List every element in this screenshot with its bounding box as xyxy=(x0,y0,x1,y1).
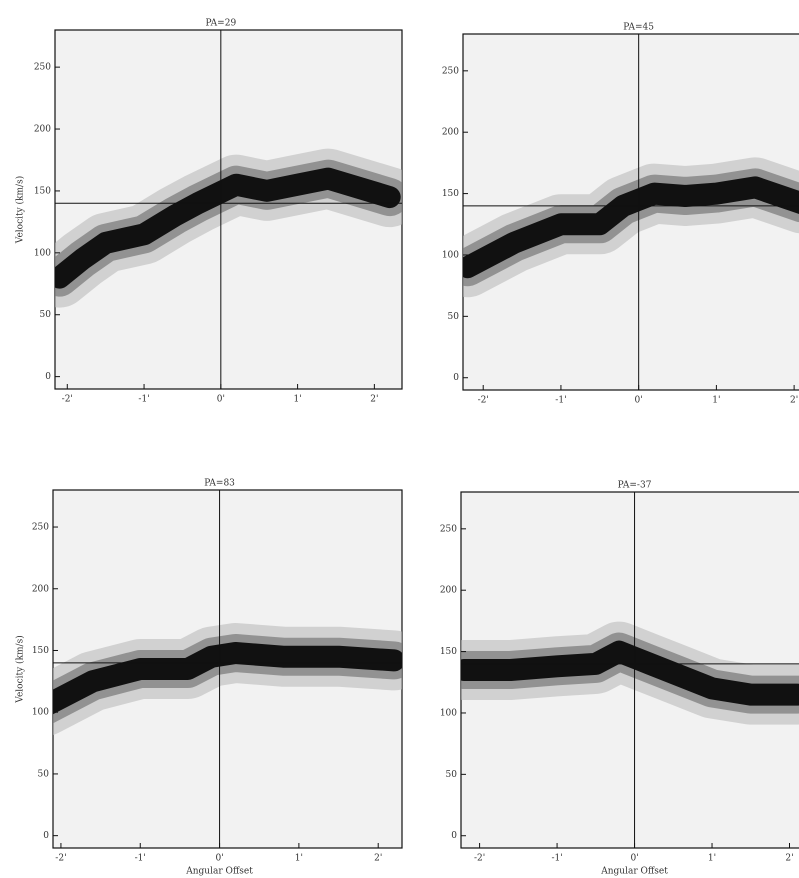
y-tick-label: 0 xyxy=(45,372,51,382)
y-axis-label: Velocity (km/s) xyxy=(15,635,26,703)
panel: -2' -1' 0' 1' 2' 0 50 100 150 200 250 PA=45 xyxy=(442,23,799,406)
x-tick-label: 1' xyxy=(295,854,303,864)
y-tick-label: 250 xyxy=(32,523,49,533)
panel: -2' -1' 0' 1' 2' 0 50 100 150 200 250 PA=-37 Angular… xyxy=(440,481,799,877)
y-tick-label: 200 xyxy=(34,125,51,135)
y-tick-label: 200 xyxy=(442,128,459,138)
x-tick-label: -2' xyxy=(55,854,66,864)
y-tick-label: 200 xyxy=(440,586,457,596)
x-tick-label: 2' xyxy=(790,396,798,406)
x-tick-label: 0' xyxy=(635,396,643,406)
x-axis-label: Angular Offset xyxy=(185,867,253,877)
x-tick-label: 2' xyxy=(785,854,793,864)
panel-title: PA=45 xyxy=(623,23,654,33)
x-tick-label: -1' xyxy=(135,854,146,864)
x-tick-label: -1' xyxy=(138,395,149,405)
x-tick-label: -2' xyxy=(478,396,489,406)
panel-title: PA=-37 xyxy=(618,481,652,491)
x-tick-label: 0' xyxy=(630,854,638,864)
plot-area xyxy=(461,492,799,848)
y-tick-label: 150 xyxy=(442,189,459,199)
panel-title: PA=29 xyxy=(205,19,236,29)
x-tick-label: 1' xyxy=(293,395,301,405)
y-tick-label: 50 xyxy=(446,770,458,780)
panel: -2' -1' 0' 1' 2' 0 50 100 150 200 250 PA=83 Velocity… xyxy=(15,479,403,877)
x-tick-label: -2' xyxy=(62,395,73,405)
panel-title: PA=83 xyxy=(204,479,235,489)
y-tick-label: 50 xyxy=(40,310,52,320)
x-tick-label: 1' xyxy=(708,854,716,864)
y-tick-label: 50 xyxy=(448,312,460,322)
x-tick-label: 1' xyxy=(712,396,720,406)
x-axis-label: Angular Offset xyxy=(600,867,668,877)
plot-area xyxy=(55,30,402,389)
x-tick-label: 2' xyxy=(374,854,382,864)
emission-ridge xyxy=(53,642,402,715)
y-tick-label: 250 xyxy=(34,63,51,73)
y-tick-label: 150 xyxy=(32,646,49,656)
y-axis-label: Velocity (km/s) xyxy=(15,176,26,244)
y-tick-label: 100 xyxy=(442,250,459,260)
x-tick-label: 0' xyxy=(217,395,225,405)
x-tick-label: -2' xyxy=(474,854,485,864)
y-tick-label: 250 xyxy=(440,524,457,534)
x-tick-label: 2' xyxy=(370,395,378,405)
y-tick-label: 50 xyxy=(38,769,50,779)
y-tick-label: 0 xyxy=(453,373,459,383)
y-tick-label: 250 xyxy=(442,66,459,76)
y-tick-label: 150 xyxy=(34,186,51,196)
y-tick-label: 100 xyxy=(32,708,49,718)
y-tick-label: 100 xyxy=(34,248,51,258)
x-tick-label: -1' xyxy=(555,396,566,406)
x-tick-label: -1' xyxy=(551,854,562,864)
y-tick-label: 100 xyxy=(440,708,457,718)
plot-area xyxy=(53,490,402,848)
y-tick-label: 0 xyxy=(43,831,49,841)
plot-area xyxy=(463,34,799,390)
y-tick-label: 0 xyxy=(451,831,457,841)
panel: -2' -1' 0' 1' 2' 0 50 100 150 200 250 PA=29 Velocity… xyxy=(15,19,403,405)
x-tick-label: 0' xyxy=(215,854,223,864)
y-tick-label: 200 xyxy=(32,584,49,594)
y-tick-label: 150 xyxy=(440,647,457,657)
